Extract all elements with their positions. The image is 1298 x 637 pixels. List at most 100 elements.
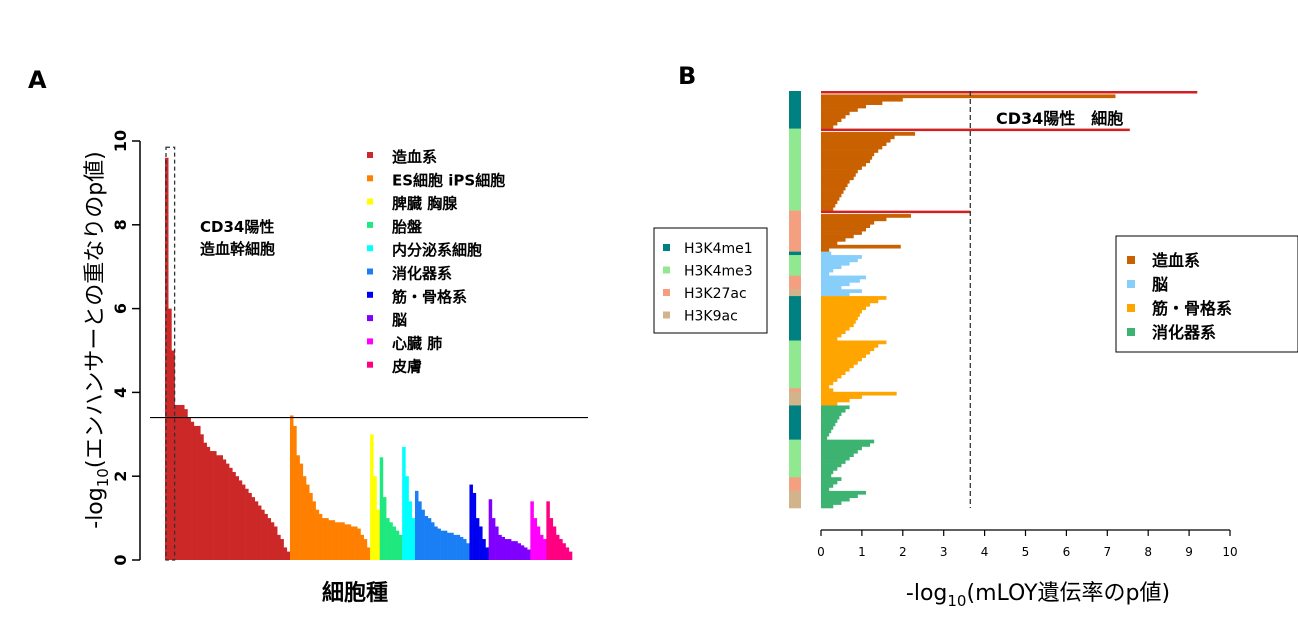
bar — [171, 350, 175, 560]
bar — [821, 275, 866, 280]
bar — [370, 434, 374, 560]
bar — [821, 436, 828, 440]
legend-swatch — [367, 338, 373, 345]
bar — [225, 463, 230, 560]
bar — [821, 320, 856, 324]
bar — [264, 513, 268, 560]
bar — [821, 340, 887, 345]
legend-label: 内分泌系細胞 — [392, 241, 482, 259]
bar — [222, 459, 227, 560]
bar — [209, 451, 214, 560]
bar — [821, 388, 834, 393]
bar — [821, 169, 858, 174]
tissue-legend-box — [1115, 235, 1298, 353]
bar — [177, 404, 182, 560]
bar — [213, 451, 217, 560]
bar — [302, 476, 307, 560]
legend-swatch — [663, 311, 670, 319]
bar — [821, 190, 844, 194]
legend-swatch — [663, 244, 670, 251]
bar — [331, 520, 336, 560]
bar — [821, 384, 830, 389]
bar — [821, 272, 830, 276]
mark-strip-segment — [789, 275, 801, 290]
bar — [344, 524, 348, 560]
x-tick-label: 10 — [1222, 545, 1237, 559]
bar — [251, 497, 256, 560]
bar — [821, 220, 875, 225]
bar — [280, 539, 284, 560]
y-tick-label: 10 — [111, 130, 130, 152]
mark-strip-segment — [789, 289, 801, 297]
bar — [299, 463, 304, 560]
mark-strip-segment — [789, 439, 801, 478]
bar — [821, 101, 883, 105]
bar — [360, 534, 364, 560]
legend-swatch — [1127, 304, 1135, 312]
bar — [507, 539, 512, 560]
bar — [565, 547, 570, 560]
bar — [289, 415, 294, 560]
bar — [328, 520, 332, 560]
bar — [398, 534, 403, 560]
bar — [450, 532, 454, 560]
bar — [821, 480, 838, 485]
x-tick-label: 5 — [1022, 545, 1030, 559]
bar — [821, 490, 866, 495]
bar — [821, 405, 850, 410]
bar — [821, 378, 838, 382]
bar — [821, 354, 866, 358]
bar — [821, 214, 911, 218]
y-tick-label: 8 — [111, 219, 130, 230]
bar — [203, 442, 207, 560]
bar — [821, 125, 834, 129]
bar — [341, 522, 345, 560]
bar — [232, 472, 236, 560]
bar — [821, 183, 848, 188]
bar — [821, 224, 871, 229]
bar — [821, 364, 854, 369]
bar — [821, 104, 866, 109]
bar — [821, 210, 971, 214]
panel-b-x-label: -log10(mLOY遺伝率のp値) — [906, 581, 1170, 610]
bar — [257, 505, 262, 560]
bar — [501, 536, 505, 560]
bar — [543, 539, 547, 560]
legend-label: H3K9ac — [684, 309, 738, 325]
panel-a-x-label: 細胞種 — [322, 580, 388, 606]
bar — [821, 398, 850, 403]
bar — [405, 476, 409, 560]
bar — [821, 371, 846, 375]
bar — [821, 166, 862, 170]
bar — [491, 518, 496, 560]
mark-strip-segment — [789, 296, 801, 341]
bar — [821, 237, 846, 242]
bar — [821, 114, 846, 119]
bar — [821, 282, 850, 287]
bar — [821, 408, 846, 413]
bar — [821, 285, 842, 290]
legend-swatch — [367, 268, 373, 275]
bar — [241, 484, 246, 560]
bar — [379, 457, 384, 560]
bar — [312, 501, 316, 560]
bar — [539, 534, 544, 560]
legend-swatch — [367, 361, 373, 368]
bar — [357, 528, 361, 560]
highlight-label-line1: CD34陽性 — [200, 218, 274, 236]
mark-strip-segment — [789, 210, 801, 246]
bar — [821, 357, 862, 362]
bar — [821, 258, 858, 263]
legend-label: 筋・骨格系 — [1151, 299, 1232, 318]
legend-swatch — [367, 245, 373, 252]
panel-b-x-ticks: 0 1 2 3 4 5 6 7 8 9 10 — [817, 530, 1238, 559]
bar — [821, 302, 871, 307]
bar — [821, 477, 842, 481]
bar — [350, 526, 355, 560]
bar — [821, 265, 842, 270]
bar — [261, 509, 265, 560]
bar — [821, 470, 834, 475]
bar — [821, 367, 850, 372]
bar — [402, 446, 406, 560]
